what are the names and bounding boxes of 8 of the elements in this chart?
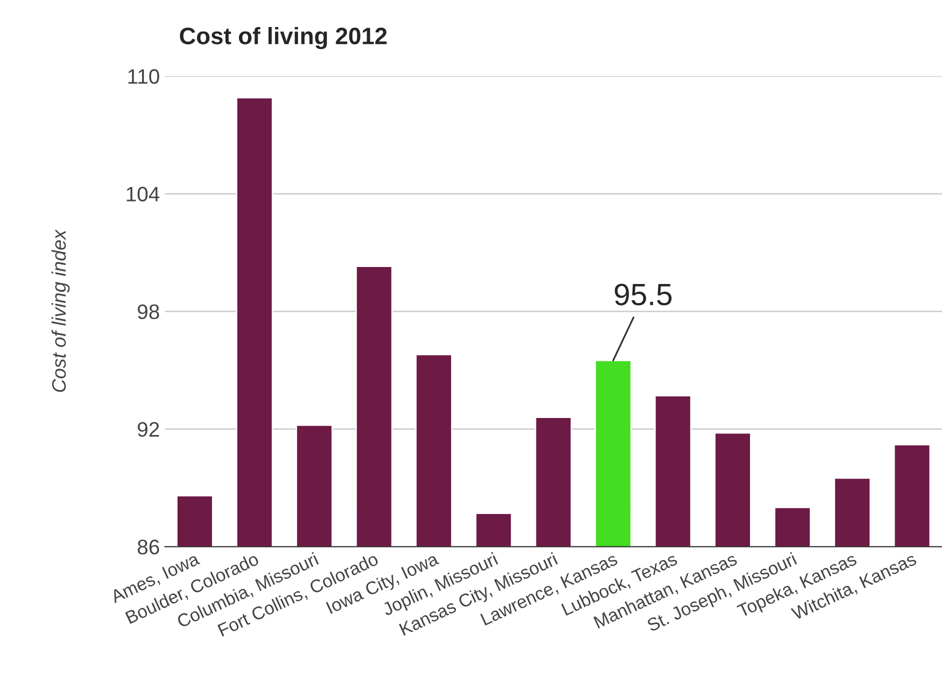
y-tick-label: 86	[138, 540, 160, 554]
y-tick-label: 98	[138, 304, 160, 320]
data-label: 95.5	[614, 284, 672, 306]
y-axis-title: Cost of living index	[52, 229, 70, 392]
y-tick-label: 104	[126, 186, 160, 202]
chart-title: Cost of living 2012	[180, 27, 387, 50]
y-tick-label: 110	[128, 69, 160, 84]
y-tick-label: 92	[138, 422, 159, 437]
